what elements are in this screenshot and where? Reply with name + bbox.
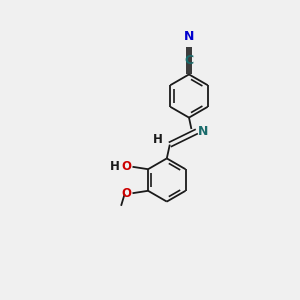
Text: O: O — [121, 160, 131, 173]
Text: H: H — [153, 133, 163, 146]
Text: O: O — [121, 187, 131, 200]
Text: H: H — [110, 160, 120, 173]
Text: N: N — [198, 125, 208, 138]
Text: C: C — [184, 54, 194, 68]
Text: N: N — [184, 30, 194, 43]
